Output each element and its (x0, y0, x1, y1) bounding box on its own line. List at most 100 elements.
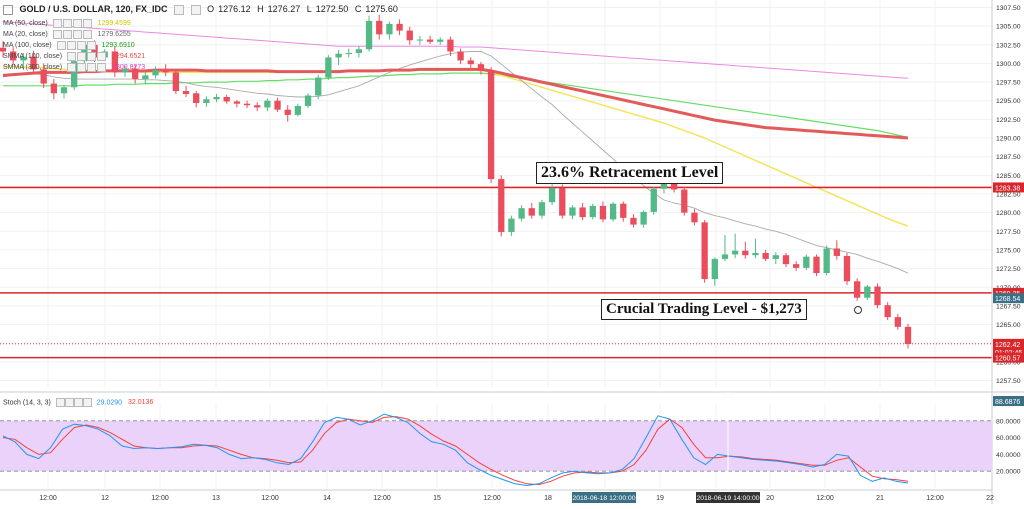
candle-body (843, 255, 851, 282)
candle-body (874, 286, 881, 306)
candle-body (172, 72, 180, 92)
candle-body (691, 212, 698, 223)
smma300-line (2, 21, 909, 79)
candle-body (792, 264, 800, 268)
candle-body (538, 202, 546, 216)
stoch-marker-label: 88.6876 (995, 399, 1020, 406)
candle-body (396, 23, 403, 31)
candle-body (701, 222, 708, 280)
indicator-label: SMMA (300, close) (3, 64, 63, 71)
candle-body (335, 53, 342, 58)
candle-body (284, 109, 291, 115)
candle-body (589, 205, 596, 218)
candle-body (264, 100, 271, 108)
indicator-row-ma50[interactable]: MA (50, close) 1299.4599 (3, 18, 131, 29)
candle-body (782, 255, 790, 265)
stoch-buttons[interactable] (55, 398, 94, 407)
stoch-k-line (2, 413, 909, 487)
stoch-marker: 88.6876 (993, 396, 1024, 406)
candle-body (864, 286, 871, 298)
stoch-header: Stoch (14, 3, 3) 29.0290 32.0136 (3, 398, 153, 407)
candle-body (569, 207, 576, 216)
candle-body (640, 211, 647, 225)
candle-body (233, 101, 241, 104)
indicator-row-smma300[interactable]: SMMA (300, close) 1300.8273 (3, 62, 145, 73)
indicator-row-smma100[interactable]: SMMA (100, close) 1294.6521 (3, 51, 145, 62)
candle-body (528, 208, 535, 216)
time-tick-label: 12 (101, 495, 109, 502)
candle-body (132, 68, 139, 80)
price-marker: 1283.38 (993, 182, 1024, 193)
candle-body (803, 256, 810, 268)
time-tick-label: 12:00 (261, 495, 279, 502)
time-highlight: 2018-06-19 14:00:00 (696, 492, 760, 503)
time-tick-label: 14 (323, 495, 331, 502)
retracement-annotation[interactable]: 23.6% Retracement Level (536, 162, 724, 184)
indicator-buttons[interactable] (67, 51, 107, 62)
price-tick-label: 1282.50 (996, 192, 1021, 199)
indicator-buttons[interactable] (52, 18, 93, 29)
candle-body (426, 39, 434, 42)
stoch-label[interactable]: Stoch (14, 3, 3) (3, 399, 51, 407)
indicator-row-ma20[interactable]: MA (20, close) 1279.6255 (3, 29, 131, 40)
annotation-anchor-point (854, 306, 862, 314)
stoch-tick-label: 20.0000 (996, 469, 1021, 476)
candle-body (487, 70, 495, 180)
time-tick-label: 12:00 (39, 495, 57, 502)
indicator-label: MA (20, close) (3, 31, 48, 38)
ma20-line (2, 51, 909, 274)
candle-body (752, 252, 759, 256)
indicator-value: 1300.8273 (112, 64, 146, 71)
price-tick-label: 1302.50 (996, 42, 1021, 49)
stoch-k-value: 29.0290 (96, 399, 123, 407)
candle-body (213, 97, 220, 100)
price-marker-background (993, 352, 1024, 363)
candle-body (416, 39, 424, 41)
indicator-buttons[interactable] (52, 29, 93, 40)
price-marker: 1260.57 (993, 352, 1024, 363)
candle-body (681, 189, 688, 213)
candle-body (121, 68, 129, 73)
candle-body (40, 69, 47, 84)
candle-body (620, 203, 627, 218)
settings-icon[interactable] (174, 4, 185, 15)
price-tick-label: 1257.50 (996, 378, 1021, 385)
indicator-row-ma100[interactable]: MA (100, close) 1293.6910 (3, 40, 135, 51)
candle-body (243, 103, 251, 106)
candle-body (823, 248, 830, 274)
time-tick-label: 12:00 (483, 495, 501, 502)
candle-body (111, 51, 119, 73)
candle-body (904, 326, 912, 344)
indicator-buttons[interactable] (67, 62, 107, 73)
stoch-tick-label: 40.0000 (996, 452, 1021, 459)
open-value: 1276.12 (218, 4, 251, 14)
collapse-icon[interactable] (3, 4, 13, 15)
time-tick-label: 15 (433, 495, 441, 502)
indicator-buttons[interactable] (56, 40, 97, 51)
time-highlight-label: 2018-06-19 14:00:00 (696, 495, 759, 502)
time-tick-label: 20 (766, 495, 774, 502)
candle-body (325, 57, 332, 78)
candle-body (365, 20, 373, 50)
high-label: H (257, 4, 264, 14)
low-value: 1272.50 (315, 4, 349, 14)
close-value: 1275.60 (365, 4, 398, 14)
candle-body (386, 23, 393, 35)
crucial-level-annotation[interactable]: Crucial Trading Level - $1,273 (601, 299, 807, 320)
time-tick-label: 18 (544, 495, 552, 502)
symbol-title[interactable]: GOLD / U.S. DOLLAR, 120, FX_IDC (19, 4, 168, 14)
candle-body (50, 83, 57, 94)
candle-body (162, 70, 169, 73)
price-tick-label: 1305.00 (996, 24, 1021, 31)
price-marker-background (993, 182, 1024, 193)
candle-body (721, 254, 729, 259)
stoch-tick-label: 80.0000 (996, 418, 1021, 425)
close-symbol-icon[interactable] (190, 4, 201, 15)
indicator-value: 1293.6910 (101, 42, 135, 49)
candle-body (559, 188, 566, 216)
candle-body (274, 100, 281, 110)
candle-body (20, 56, 27, 61)
candle-body (742, 250, 749, 256)
price-marker: 1268.54 (993, 293, 1024, 304)
stoch-marker-background (993, 396, 1024, 406)
